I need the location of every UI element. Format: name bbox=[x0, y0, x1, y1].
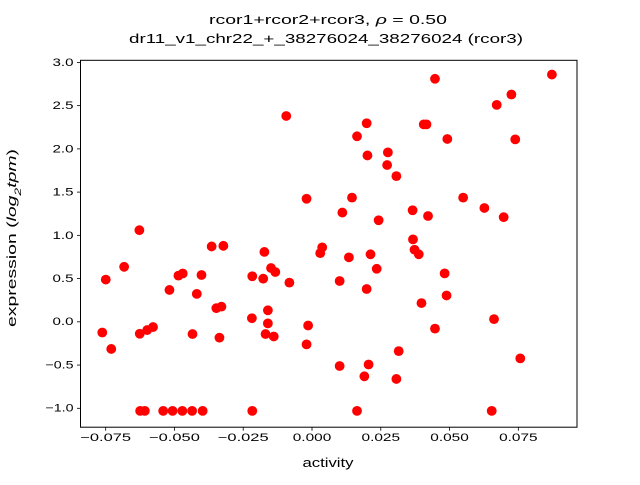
svg-text:0.050: 0.050 bbox=[430, 432, 469, 444]
svg-text:0.5: 0.5 bbox=[53, 273, 74, 285]
svg-text:0.025: 0.025 bbox=[362, 432, 401, 444]
svg-text:1.5: 1.5 bbox=[53, 187, 74, 199]
svg-text:2.5: 2.5 bbox=[53, 100, 74, 112]
svg-text:−1.0: −1.0 bbox=[45, 403, 73, 415]
svg-text:1.0: 1.0 bbox=[53, 230, 74, 242]
svg-text:3.0: 3.0 bbox=[53, 57, 74, 69]
svg-text:expression (log2tpm): expression (log2tpm) bbox=[5, 149, 23, 327]
svg-text:−0.025: −0.025 bbox=[218, 432, 269, 444]
svg-text:rcor1+rcor2+rcor3, ρ = 0.50: rcor1+rcor2+rcor3, ρ = 0.50 bbox=[209, 13, 447, 27]
svg-text:0.0: 0.0 bbox=[53, 316, 74, 328]
svg-text:0.000: 0.000 bbox=[293, 432, 332, 444]
svg-text:2.0: 2.0 bbox=[53, 143, 74, 155]
svg-text:dr11_v1_chr22_+_38276024_38276: dr11_v1_chr22_+_38276024_38276024 (rcor3… bbox=[129, 32, 523, 46]
svg-text:activity: activity bbox=[303, 456, 355, 470]
svg-text:0.075: 0.075 bbox=[499, 432, 538, 444]
svg-text:−0.5: −0.5 bbox=[45, 359, 73, 371]
svg-text:−0.050: −0.050 bbox=[149, 432, 200, 444]
svg-text:−0.075: −0.075 bbox=[80, 432, 131, 444]
